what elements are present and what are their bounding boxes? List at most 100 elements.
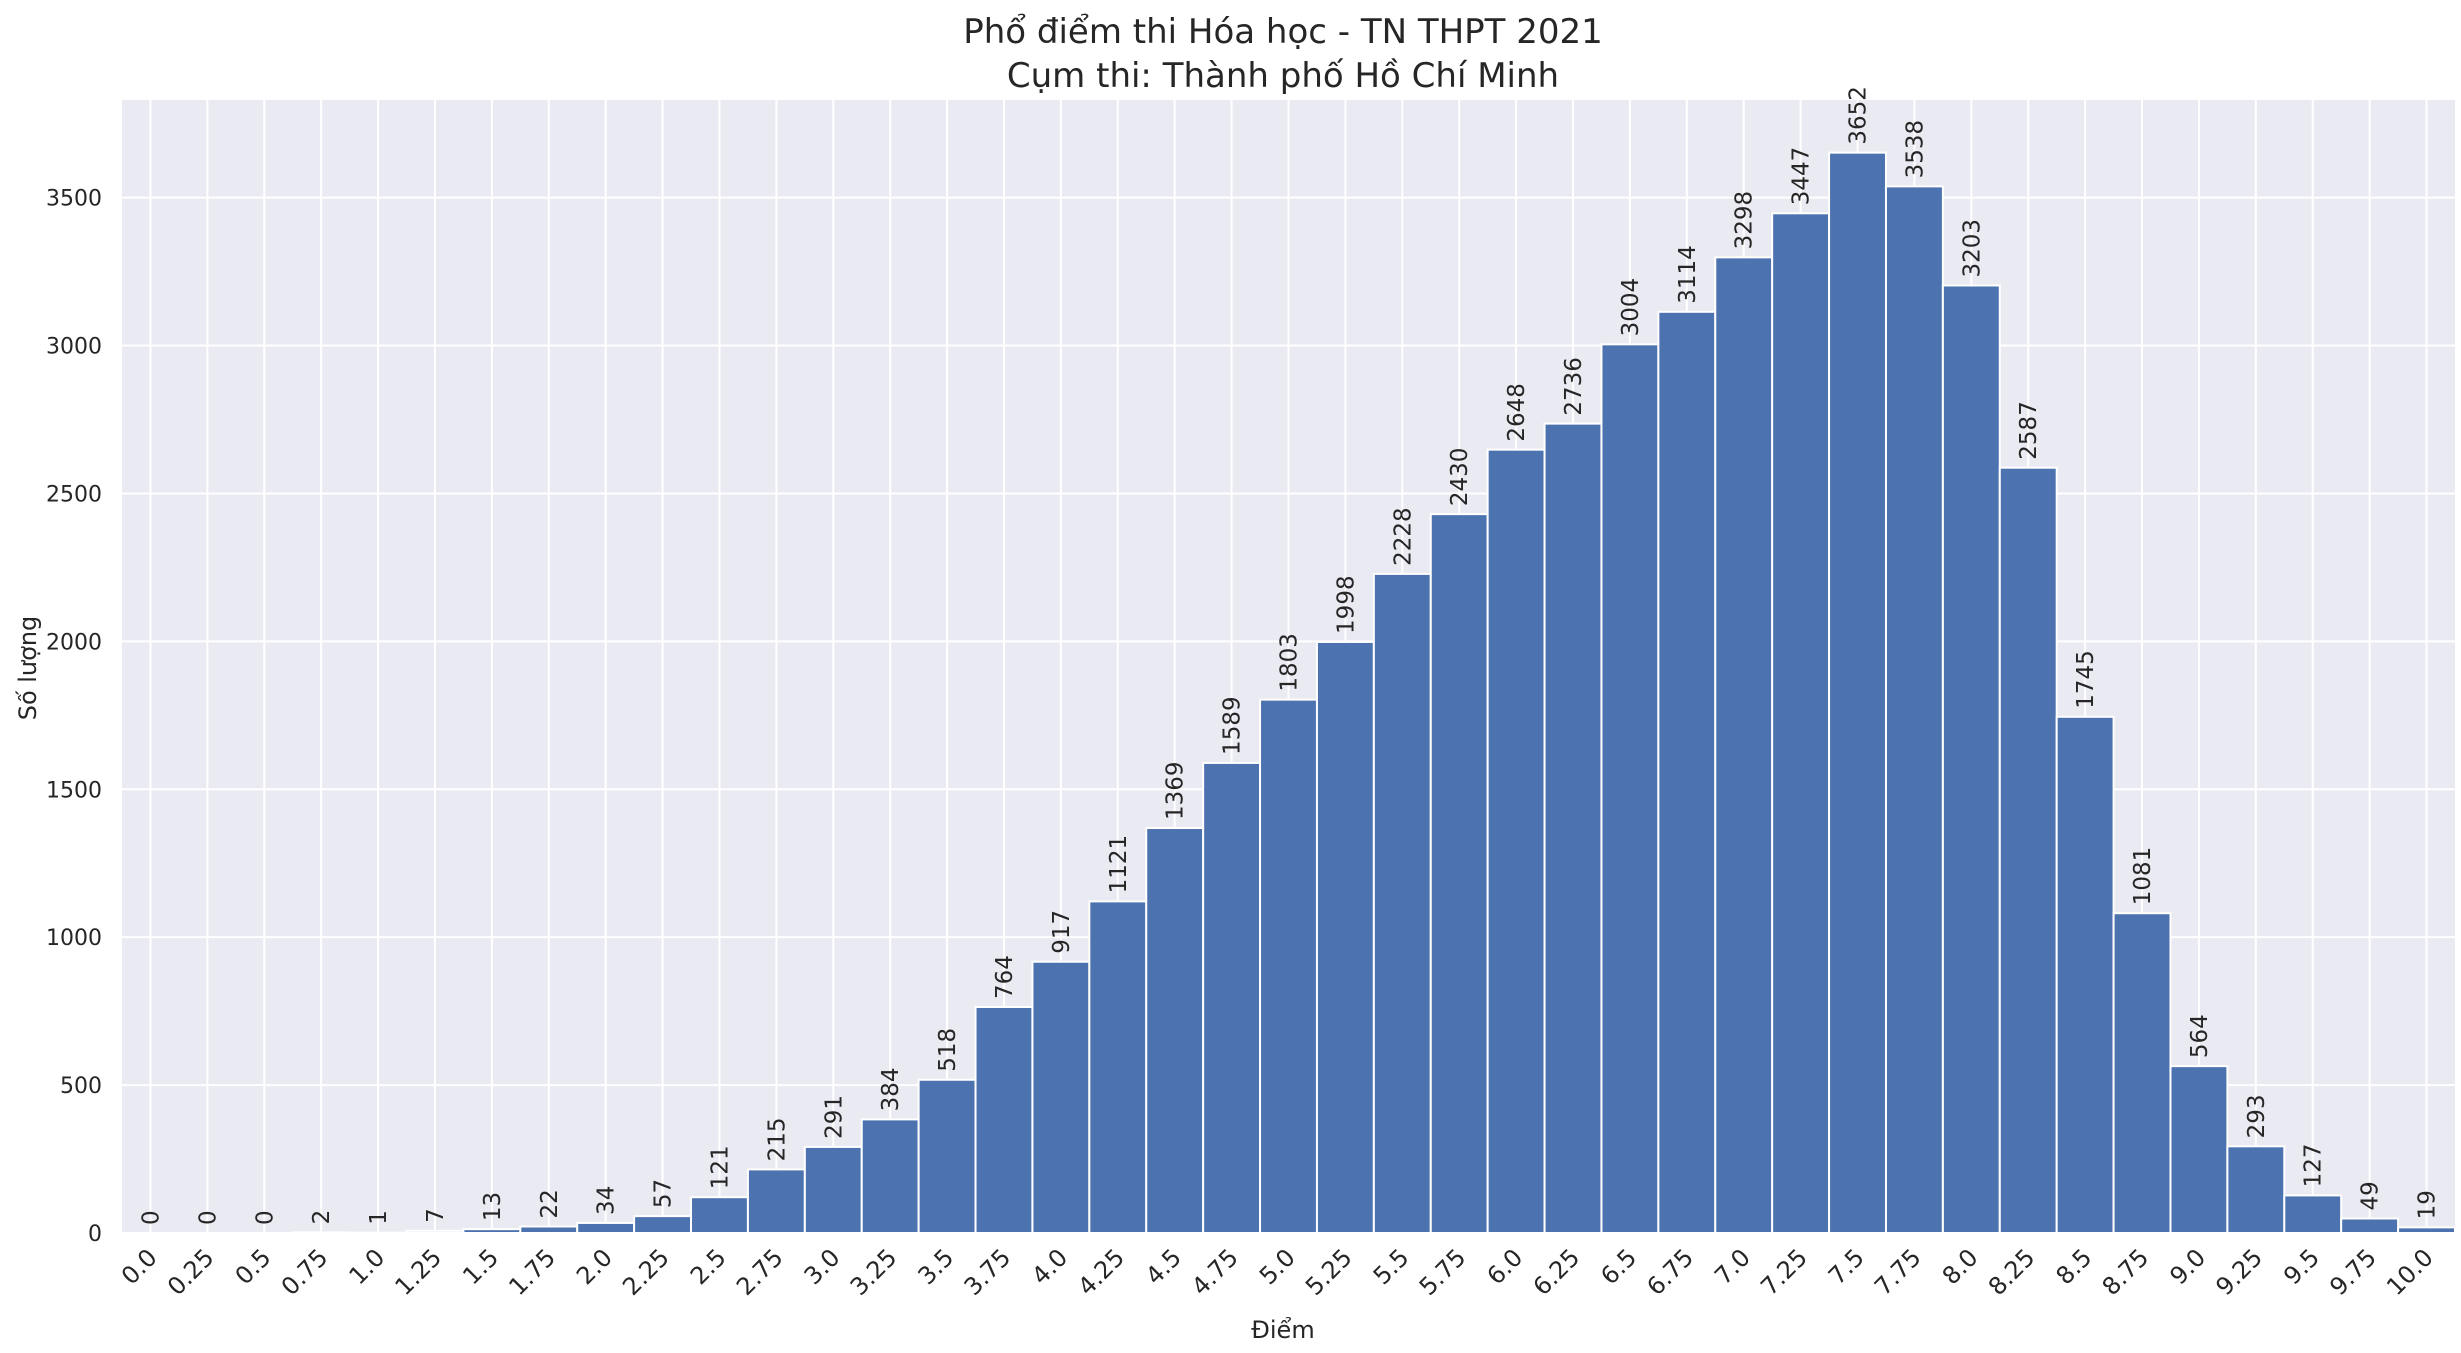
bar bbox=[1202, 761, 1262, 1234]
bar bbox=[1429, 513, 1489, 1234]
bar-value-label: 3447 bbox=[1789, 147, 1815, 206]
x-tick-label: 2.25 bbox=[617, 1243, 675, 1301]
y-tick-label: 0 bbox=[88, 1222, 102, 1247]
bar bbox=[633, 1215, 693, 1234]
bar bbox=[2055, 715, 2115, 1234]
y-tick-label: 1500 bbox=[46, 778, 102, 803]
chart-title: Phổ điểm thi Hóa học - TN THPT 2021 bbox=[963, 12, 1603, 52]
bar-labels: 0 0 0 2 1 7 13 22 34 57 121 215 291 384 518 764 917 1121 1… bbox=[138, 86, 2440, 1225]
bar bbox=[1828, 151, 1887, 1235]
x-tick-label: 0.0 bbox=[116, 1243, 163, 1290]
bar bbox=[2169, 1065, 2229, 1234]
x-tick-label: 7.5 bbox=[1823, 1243, 1870, 1290]
bar bbox=[1657, 310, 1717, 1234]
x-tick-label: 5.25 bbox=[1300, 1243, 1358, 1301]
x-tick-label: 1.5 bbox=[457, 1243, 504, 1290]
bar-value-label: 291 bbox=[821, 1095, 847, 1139]
bar bbox=[1941, 284, 2001, 1235]
bar bbox=[690, 1196, 749, 1234]
bar bbox=[1486, 448, 1546, 1234]
x-tick-label: 0.25 bbox=[162, 1243, 220, 1301]
x-tick-label: 1.0 bbox=[344, 1243, 391, 1290]
bar bbox=[576, 1221, 636, 1234]
x-tick-label: 1.25 bbox=[390, 1243, 448, 1301]
x-tick-label: 4.75 bbox=[1186, 1243, 1244, 1301]
bar bbox=[2112, 912, 2172, 1235]
bar bbox=[746, 1168, 806, 1235]
x-tick-label: 6.5 bbox=[1595, 1243, 1642, 1290]
y-tick-label: 3000 bbox=[46, 335, 102, 360]
x-tick-label: 9.0 bbox=[2164, 1243, 2211, 1290]
bar bbox=[1884, 185, 1944, 1235]
bar-value-label: 2736 bbox=[1561, 357, 1587, 416]
x-tick-label: 6.75 bbox=[1641, 1243, 1699, 1301]
bar-value-label: 3114 bbox=[1675, 245, 1701, 304]
y-tick-label: 500 bbox=[60, 1074, 102, 1099]
x-tick-label: 10.0 bbox=[2381, 1243, 2439, 1301]
bar-value-label: 13 bbox=[480, 1192, 506, 1221]
bar bbox=[974, 1005, 1034, 1234]
bar-value-label: 2648 bbox=[1504, 383, 1530, 442]
bar bbox=[462, 1228, 522, 1234]
x-tick-label: 4.5 bbox=[1140, 1243, 1187, 1290]
bar bbox=[2226, 1145, 2286, 1234]
x-tick-label: 4.0 bbox=[1026, 1243, 1073, 1290]
bar bbox=[1315, 640, 1375, 1234]
x-tick-label: 8.75 bbox=[2097, 1243, 2155, 1301]
bar bbox=[519, 1225, 579, 1235]
bar-value-label: 7 bbox=[423, 1208, 449, 1223]
bar-value-label: 3004 bbox=[1618, 278, 1644, 337]
y-tick-label: 2500 bbox=[46, 482, 102, 507]
x-tick-label: 2.75 bbox=[731, 1243, 789, 1301]
bar-value-label: 34 bbox=[594, 1186, 620, 1215]
x-tick-label: 2.5 bbox=[685, 1243, 732, 1290]
x-tick-label: 9.5 bbox=[2278, 1243, 2325, 1290]
x-axis-label: Điểm bbox=[1251, 1316, 1314, 1344]
bar bbox=[1145, 827, 1205, 1234]
bar bbox=[860, 1118, 920, 1234]
bar bbox=[1088, 900, 1148, 1235]
bar-value-label: 384 bbox=[878, 1067, 904, 1111]
x-tick-label: 7.0 bbox=[1709, 1243, 1756, 1290]
x-tick-label: 8.5 bbox=[2051, 1243, 2098, 1290]
bar bbox=[1998, 466, 2058, 1234]
x-tick-label: 4.25 bbox=[1072, 1243, 1130, 1301]
bar bbox=[1600, 343, 1660, 1234]
y-tick-labels: 0 500 1000 1500 2000 2500 3000 3500 bbox=[46, 187, 102, 1247]
x-tick-label: 9.25 bbox=[2210, 1243, 2268, 1301]
y-tick-label: 2000 bbox=[46, 630, 102, 655]
bar bbox=[1714, 256, 1774, 1234]
bar bbox=[1031, 960, 1091, 1235]
x-tick-label: 3.75 bbox=[959, 1243, 1017, 1301]
bar-value-label: 2228 bbox=[1390, 507, 1416, 566]
x-tick-label: 7.75 bbox=[1869, 1243, 1927, 1301]
bar-value-label: 518 bbox=[935, 1028, 961, 1072]
y-axis-label: Số lượng bbox=[14, 616, 42, 721]
x-tick-label: 5.75 bbox=[1414, 1243, 1472, 1301]
x-tick-label: 0.5 bbox=[230, 1243, 277, 1290]
bar bbox=[1372, 572, 1432, 1234]
bar-value-label: 1803 bbox=[1277, 633, 1303, 692]
bar bbox=[917, 1078, 977, 1234]
x-tick-label: 6.25 bbox=[1528, 1243, 1586, 1301]
x-tick-label: 0.75 bbox=[276, 1243, 334, 1301]
bar bbox=[291, 1231, 351, 1234]
bar-value-label: 0 bbox=[195, 1210, 221, 1225]
bar-value-label: 19 bbox=[2415, 1190, 2441, 1219]
bar-value-label: 1369 bbox=[1163, 761, 1189, 820]
bar bbox=[2283, 1194, 2343, 1234]
x-tick-labels: 0.0 0.25 0.5 0.75 1.0 1.25 1.5 1.75 2.0 2.25 2.5 2.… bbox=[116, 1243, 2439, 1301]
bar-value-label: 3203 bbox=[1959, 219, 1985, 278]
bar-value-label: 2430 bbox=[1447, 448, 1473, 507]
bar bbox=[2397, 1226, 2457, 1235]
bar-value-label: 293 bbox=[2244, 1094, 2270, 1138]
bar-value-label: 121 bbox=[707, 1145, 733, 1189]
bar bbox=[803, 1145, 863, 1234]
bar-value-label: 0 bbox=[138, 1210, 164, 1225]
y-tick-label: 1000 bbox=[46, 926, 102, 951]
bar-value-label: 1745 bbox=[2073, 650, 2099, 709]
bar-value-label: 3538 bbox=[1902, 120, 1928, 179]
bar-value-label: 1 bbox=[366, 1210, 392, 1225]
bar-value-label: 57 bbox=[651, 1179, 677, 1208]
